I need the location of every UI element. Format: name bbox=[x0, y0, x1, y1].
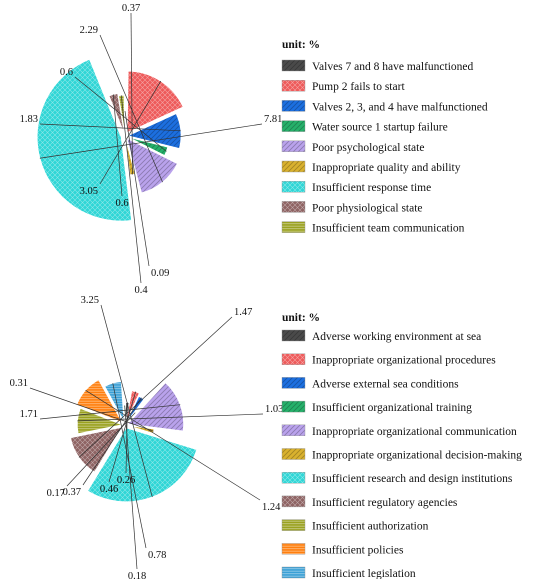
legend-entry: Insufficient response time bbox=[312, 182, 431, 194]
legend-entry: Insufficient organizational training bbox=[312, 402, 472, 414]
data-label: 0.31 bbox=[10, 378, 28, 389]
data-label: 0.09 bbox=[151, 268, 169, 279]
data-label: 0.37 bbox=[63, 487, 81, 498]
data-label: 0.26 bbox=[117, 475, 135, 486]
legend-swatch bbox=[281, 495, 306, 508]
legend-entry: Insufficient authorization bbox=[312, 521, 429, 533]
legend-swatch bbox=[281, 59, 306, 72]
legend-swatch bbox=[281, 543, 306, 555]
data-label: 1.83 bbox=[20, 114, 38, 125]
legend-swatch bbox=[281, 566, 306, 579]
legend-unit-label: unit: % bbox=[282, 39, 320, 51]
data-label: 0.18 bbox=[128, 571, 146, 579]
legend-swatch bbox=[281, 100, 306, 112]
data-label: 0.46 bbox=[100, 484, 118, 495]
legend-swatch bbox=[281, 201, 306, 213]
legend-entry: Inappropriate quality and ability bbox=[312, 162, 461, 174]
data-label: 1.03 bbox=[265, 404, 283, 415]
legend-swatch bbox=[281, 160, 306, 173]
pie-chart-1: 0.09 3.05 1.83 0.6 2.29 0.37 7.81 0.6 0.4 unit: %… bbox=[20, 3, 488, 296]
legend-entry: Valves 2, 3, and 4 have malfunctioned bbox=[312, 101, 488, 113]
data-label: 0.78 bbox=[148, 550, 166, 561]
leader-line bbox=[39, 123, 263, 159]
legend-entry: Adverse working environment at sea bbox=[312, 331, 481, 343]
leader-line bbox=[99, 80, 162, 185]
legend-swatch bbox=[281, 424, 306, 436]
leader-line bbox=[77, 413, 264, 422]
leader-line bbox=[130, 12, 133, 175]
legend-entry: Insufficient legislation bbox=[312, 568, 416, 579]
legend-entry: Inappropriate organizational procedures bbox=[312, 355, 496, 367]
legend-entry: Adverse external sea conditions bbox=[312, 378, 459, 390]
legend-entry: Water source 1 startup failure bbox=[312, 122, 448, 134]
leader-line bbox=[74, 76, 167, 152]
legend-entry: Insufficient regulatory agencies bbox=[312, 497, 458, 509]
legend-entry: Pump 2 fails to start bbox=[312, 81, 405, 93]
data-label: 1.24 bbox=[262, 502, 281, 513]
legend-entry: Inappropriate organizational decision-ma… bbox=[312, 450, 522, 462]
legend-swatch bbox=[281, 353, 306, 365]
slice-water-source-1-startup-failure bbox=[128, 137, 169, 156]
data-label: 0.17 bbox=[47, 488, 65, 499]
leader-line bbox=[124, 110, 150, 267]
data-label: 0.6 bbox=[115, 198, 128, 209]
data-label: 0.37 bbox=[122, 3, 140, 14]
data-label: 3.05 bbox=[80, 186, 98, 197]
leader-line bbox=[124, 405, 138, 570]
leader-line bbox=[39, 123, 181, 132]
leader-line bbox=[120, 95, 142, 284]
slice-insufficient-team-communication bbox=[118, 94, 126, 133]
legend-entry: Insufficient team communication bbox=[312, 223, 465, 235]
leader-line bbox=[108, 391, 136, 483]
legend-swatch bbox=[281, 519, 306, 531]
data-label: 0.6 bbox=[60, 67, 73, 78]
legend-entry: Poor psychological state bbox=[312, 142, 424, 154]
data-label: 1.71 bbox=[20, 409, 38, 420]
leader-line bbox=[99, 34, 163, 183]
legend-swatch bbox=[281, 377, 306, 389]
slice-inappropriate-organizational-decision-making bbox=[128, 425, 155, 434]
legend-swatch bbox=[281, 79, 306, 92]
leader-line bbox=[112, 94, 123, 197]
legend-unit-label: unit: % bbox=[282, 312, 320, 324]
data-label: 0.4 bbox=[134, 285, 148, 296]
legend-entry: Poor physiological state bbox=[312, 202, 423, 214]
legend-swatch bbox=[281, 400, 306, 413]
legend-swatch bbox=[281, 221, 306, 233]
leader-line bbox=[85, 389, 261, 501]
data-label: 2.29 bbox=[80, 25, 98, 36]
pie-chart-2: 0.260.46 0.370.17 1.71 0.31 3.25 1.47 1.03 1.24… bbox=[10, 295, 523, 579]
legend-swatch bbox=[281, 180, 306, 193]
data-label: 3.25 bbox=[81, 295, 99, 306]
leader-line bbox=[100, 304, 153, 498]
legend-entry: Valves 7 and 8 have malfunctioned bbox=[312, 61, 474, 73]
data-label: 1.47 bbox=[234, 307, 252, 318]
leader-line bbox=[39, 404, 181, 420]
legend-entry: Inappropriate organizational communicati… bbox=[312, 426, 517, 438]
legend-swatch bbox=[281, 448, 306, 460]
legend-swatch bbox=[281, 140, 306, 153]
legend-swatch bbox=[281, 120, 306, 132]
legend-swatch bbox=[281, 472, 306, 484]
data-label: 7.81 bbox=[264, 114, 282, 125]
leader-line bbox=[66, 412, 136, 487]
leader-line bbox=[82, 397, 142, 486]
legend-swatch bbox=[281, 329, 306, 342]
legend-entry: Insufficient policies bbox=[312, 544, 404, 556]
legend-entry: Insufficient research and design institu… bbox=[312, 473, 513, 485]
leader-line bbox=[125, 402, 128, 474]
leader-line bbox=[78, 316, 233, 458]
